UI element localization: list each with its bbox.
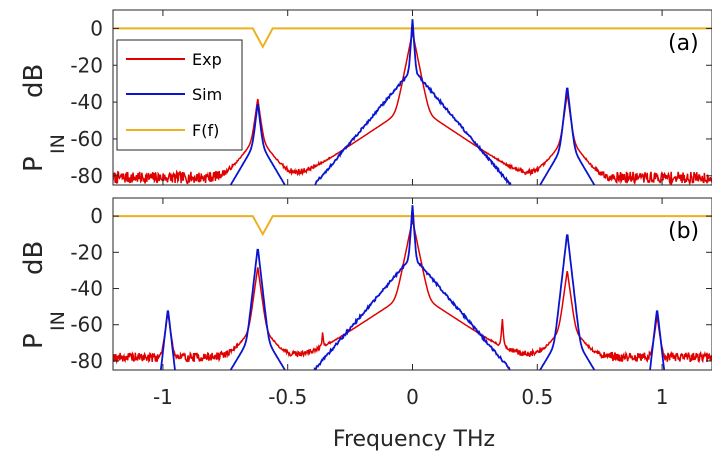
x-axis-title: Frequency THz: [333, 427, 495, 452]
panel-b-exp-line: [113, 219, 712, 365]
x-tick-labels: -1 -0.5 0 0.5 1: [153, 385, 669, 409]
panel-b-plot-area: [113, 198, 712, 370]
panel-b-ytick-label: 0: [90, 204, 103, 228]
x-tick-label: 0: [406, 385, 419, 409]
panel-b-axes: 0 -20 -40 -60 -80: [70, 197, 712, 373]
legend: Exp Sim F(f): [116, 39, 243, 151]
panel-a-ylabel-main: P: [19, 156, 49, 172]
panel-b: 0 -20 -40 -60 -80 (b) P IN dB: [19, 197, 712, 373]
panel-a-ytick-label: -80: [70, 164, 103, 188]
panel-a-series: [113, 19, 712, 185]
panel-a-sim-line: [229, 19, 596, 185]
legend-filter-label: F(f): [192, 121, 219, 140]
panel-a-ylabel-unit: dB: [19, 64, 49, 98]
panel-a-ylabel: P IN dB: [19, 64, 69, 172]
panel-a-ytick-label: -20: [70, 53, 103, 77]
panel-b-sim-line: [159, 205, 666, 370]
panel-a-label: (a): [668, 31, 699, 56]
panel-a: 0 -20 -40 -60 -80 (a) Exp Sim F(f) P IN dB: [19, 9, 712, 188]
panel-b-ytick-label: -40: [70, 277, 103, 301]
panel-b-ylabel: P IN dB: [19, 241, 69, 349]
panel-a-filter-line: [113, 27, 712, 49]
panel-a-ytick-label: 0: [90, 16, 103, 40]
panel-b-ytick-label: -60: [70, 313, 103, 337]
panel-a-axes: 0 -20 -40 -60 -80: [70, 9, 712, 188]
panel-b-ylabel-unit: dB: [19, 241, 49, 275]
panel-a-ylabel-sub: IN: [47, 134, 69, 154]
x-tick-label: 0.5: [521, 385, 553, 409]
x-tick-label: 1: [656, 385, 669, 409]
panel-a-ytick-label: -60: [70, 127, 103, 151]
panel-b-label: (b): [668, 219, 699, 244]
panel-a-ytick-label: -40: [70, 90, 103, 114]
panel-b-ylabel-main: P: [19, 333, 49, 349]
panel-b-ytick-label: -80: [70, 349, 103, 373]
panel-b-ytick-label: -20: [70, 240, 103, 264]
x-tick-label: -0.5: [268, 385, 307, 409]
panel-b-series: [113, 205, 712, 370]
panel-b-filter-line: [113, 215, 712, 237]
panel-b-ylabel-sub: IN: [47, 311, 69, 331]
x-tick-label: -1: [153, 385, 173, 409]
legend-sim-label: Sim: [192, 85, 222, 104]
legend-exp-label: Exp: [192, 50, 222, 69]
